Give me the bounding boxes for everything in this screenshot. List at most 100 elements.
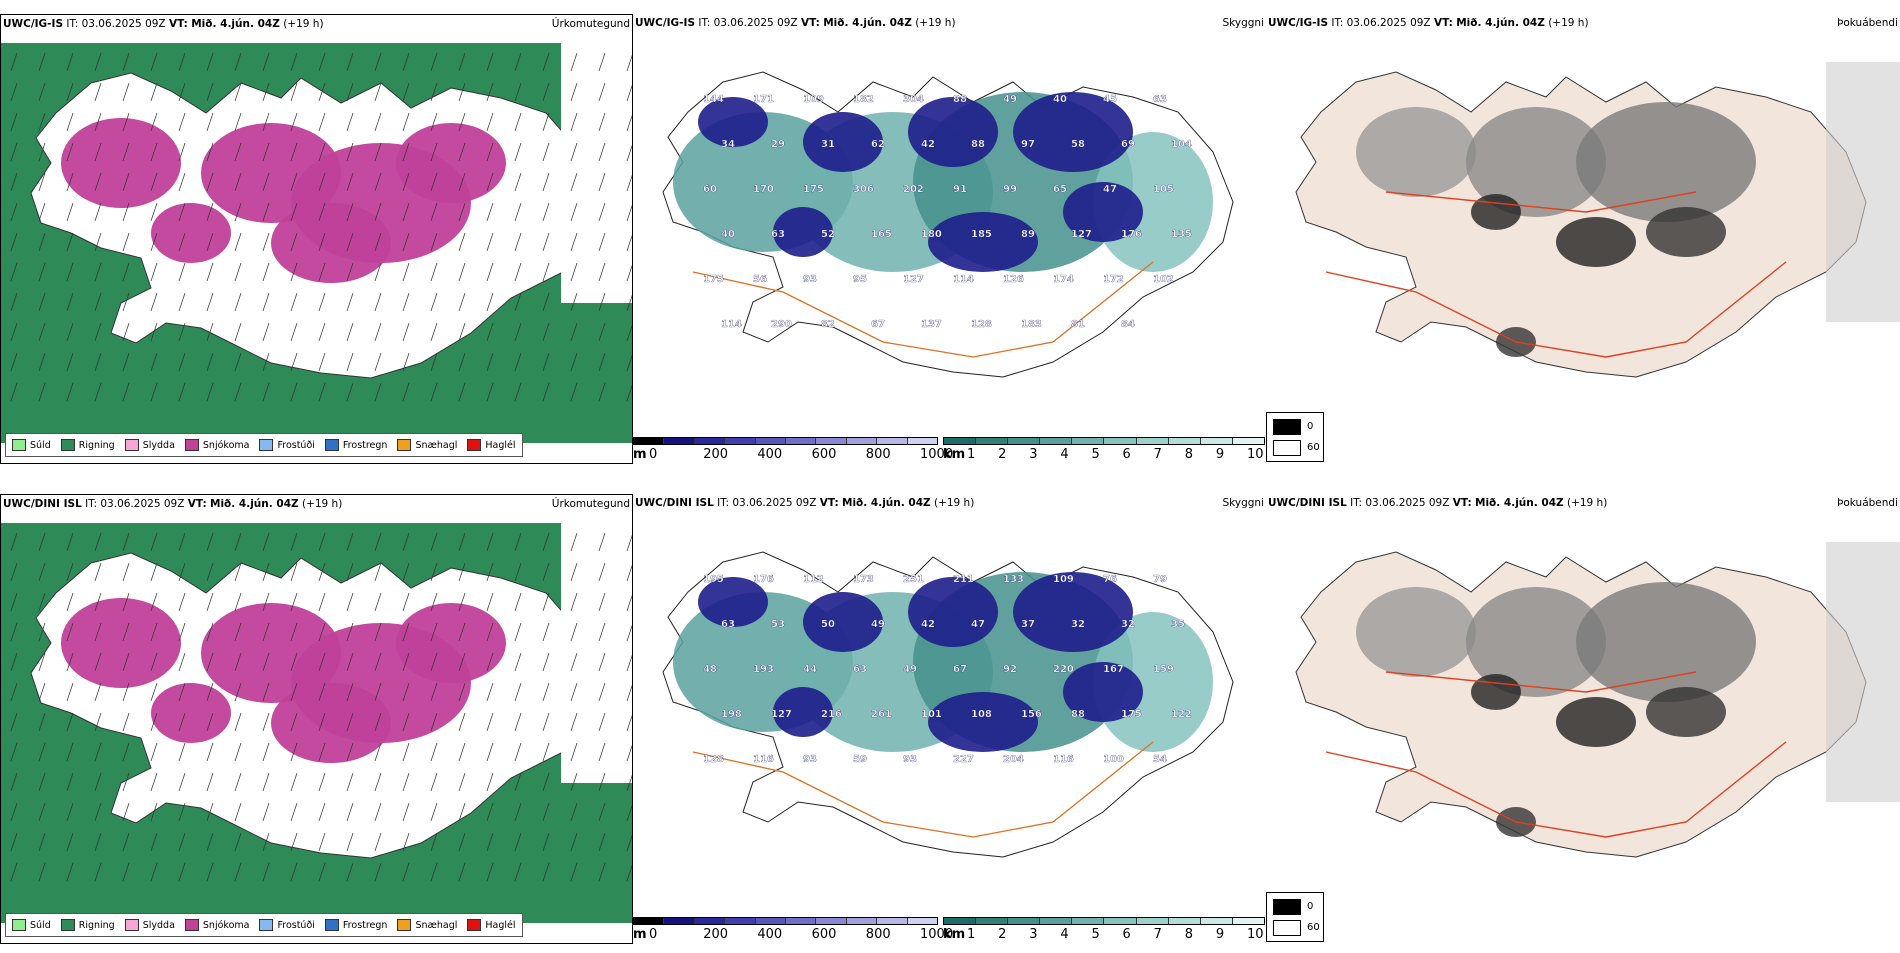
wind-barb [178,262,186,282]
wind-barb [598,532,606,552]
wind-barb [374,622,382,642]
legend-item: Frostregn [324,919,387,931]
wind-barb [178,172,186,192]
fog-map [1266,42,1900,442]
wind-barb [374,352,382,372]
wind-barb [150,292,158,312]
wind-barb [94,52,102,72]
wind-barb [262,142,270,162]
cloud-base-value: 116 [753,754,774,765]
wind-barb [10,652,18,672]
wind-barb [234,262,242,282]
wind-barb [290,172,298,192]
wind-barb [206,142,214,162]
colorbar-segment [816,918,847,924]
wind-barb [234,772,242,792]
wind-barb [122,532,130,552]
wind-barb [10,532,18,552]
wind-barb [598,832,606,852]
wind-barb [94,832,102,852]
cloud-base-value: 114 [721,319,742,330]
fog-legend-black [1273,419,1301,435]
cloud-base-value: 93 [803,274,817,285]
cloud-base-value: 40 [1053,94,1067,105]
wind-barb [66,772,74,792]
wind-barb [262,52,270,72]
wind-barb [150,52,158,72]
cloud-base-value: 45 [1103,94,1117,105]
fog-area [1556,697,1636,747]
wind-barb [570,172,578,192]
wind-barb [598,232,606,252]
wind-barb [598,322,606,342]
road-network [692,261,1154,358]
wind-barb [66,832,74,852]
wind-barb [626,324,632,342]
colorbar-segment [664,438,695,444]
wind-barb [458,802,466,822]
cloud-base-value: 47 [971,619,985,630]
wind-barb [486,232,494,252]
wind-barb [38,322,46,342]
wind-barb [458,652,466,672]
wind-barb [94,532,102,552]
wind-barb [542,532,550,552]
wind-barb [178,322,186,342]
wind-barb [486,112,494,132]
wind-barb [206,232,214,252]
cloud-base-value: 144 [703,94,724,105]
wind-barb [94,82,102,102]
wind-barb [94,802,102,822]
wind-barb [178,382,186,402]
wind-barb [486,142,494,162]
legend-label: Frostregn [342,439,388,451]
colorbar-segment [755,438,787,444]
wind-barb [402,292,410,312]
wind-barb [542,652,550,672]
wind-barb [206,712,214,732]
cloud-base-value: 180 [921,229,942,240]
cloud-base-value: 54 [1153,754,1167,765]
cloud-base-value: 34 [721,139,735,150]
wind-barb [38,562,46,582]
legend-swatch [324,919,339,931]
colorbar-segment [694,438,726,444]
cloud-base-value: 116 [1053,754,1074,765]
wind-barb [38,622,46,642]
wind-barb [402,382,410,402]
colorbar-tick-label: 1 [967,927,976,942]
legend-swatch [259,439,274,451]
wind-barb [66,202,74,222]
precip-map [1,43,632,443]
wind-barb [626,384,632,402]
wind-barb [10,202,18,222]
road-network [1325,671,1787,838]
wind-barb [458,52,466,72]
wind-barb [178,142,186,162]
colorbar-tick-label: 400 [757,447,783,462]
colorbar-segment [1040,918,1073,924]
wind-barb [290,322,298,342]
cloud-base-area [928,692,1038,752]
wind-barb [234,712,242,732]
wind-barb [542,172,550,192]
wind-barb [598,112,606,132]
wind-barb [290,232,298,252]
legend-label: Slydda [142,439,175,451]
wind-barb [318,382,326,402]
legend-swatch [12,919,26,931]
colorbar-tick-label: 9 [1215,927,1225,942]
wind-barb [206,322,214,342]
wind-barb [290,862,298,882]
panel-name: Skyggni [1222,497,1265,509]
wind-barb [122,802,130,822]
wind-barb [10,832,18,852]
fog-area [1466,107,1606,217]
wind-barb [206,772,214,792]
fog-area [1576,582,1756,702]
cloud-base-value: 88 [953,94,967,105]
precip-legend: Súld Rigning Slydda Snjókoma Frostúði Frostre… [5,913,523,937]
wind-barb [402,712,410,732]
wind-barb [430,682,438,702]
cloud-base-value: 89 [1021,229,1035,240]
